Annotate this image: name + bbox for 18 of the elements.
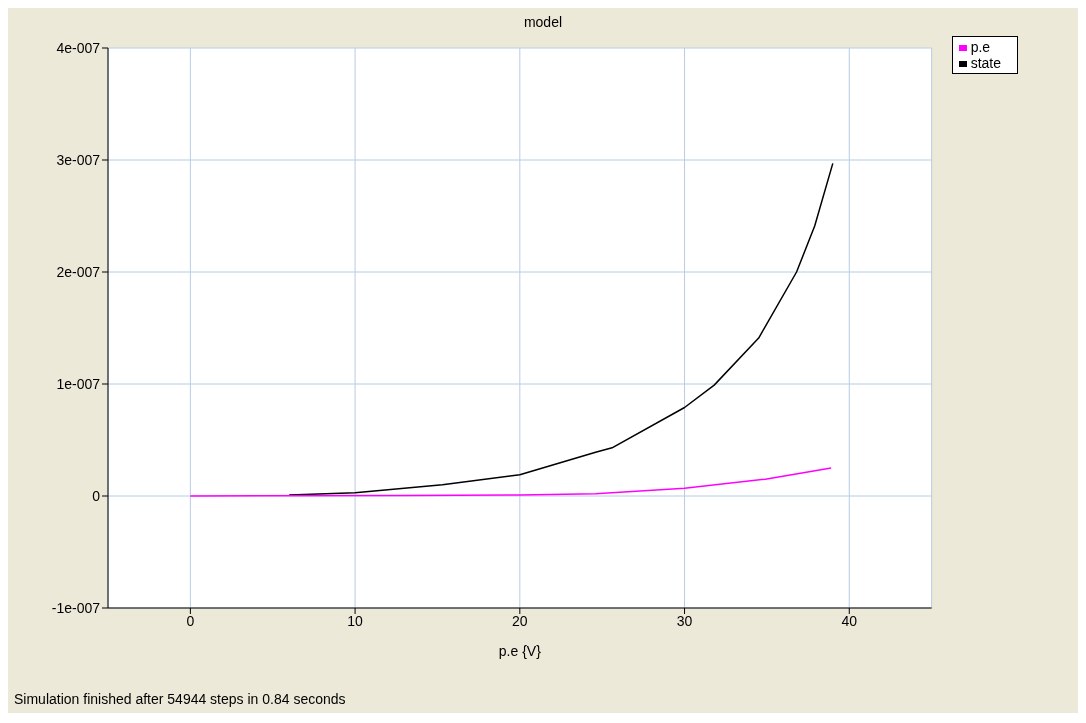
x-tick-label: 0 [186, 612, 195, 629]
y-tick-label: 4e-007 [56, 39, 101, 56]
y-tick-label: -1e-007 [51, 599, 101, 616]
legend-label: state [970, 55, 1001, 71]
x-tick-label: 20 [512, 612, 528, 629]
y-tick-label: 1e-007 [56, 375, 101, 392]
y-tick-label: 3e-007 [56, 151, 101, 168]
x-tick-label: 30 [676, 612, 693, 629]
line-series [288, 162, 834, 496]
x-axis-title: p.e {V} [498, 643, 542, 659]
chart-title: model [522, 14, 564, 30]
x-tick-label: 40 [841, 612, 858, 629]
text: Simulation finished after 54944 steps in 0.84 seconds [14, 691, 346, 707]
legend-label: p.e [970, 39, 991, 55]
y-tick-label: 2e-007 [56, 263, 101, 280]
line-series [189, 467, 832, 497]
y-tick-label: 0 [92, 487, 101, 504]
x-tick-label: 10 [347, 612, 364, 629]
